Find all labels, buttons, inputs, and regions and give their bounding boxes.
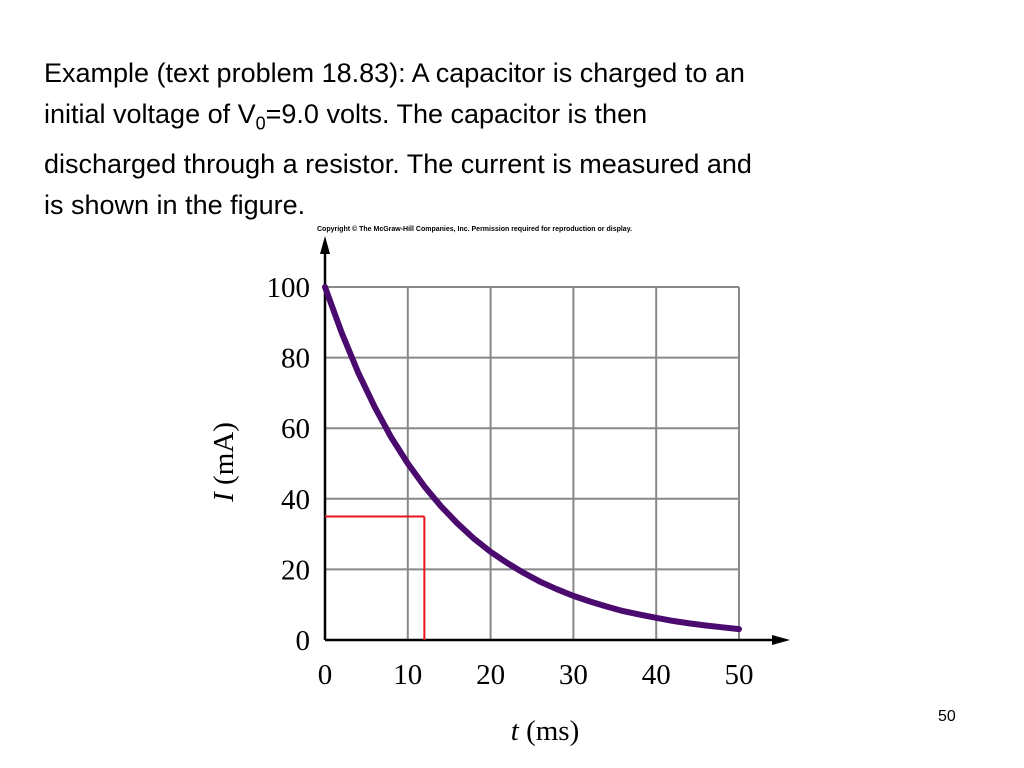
y-tick-label: 0 (296, 625, 311, 657)
y-axis-label-unit: (mA) (208, 422, 240, 492)
x-tick-label: 20 (476, 659, 505, 691)
problem-statement: Example (text problem 18.83): A capacito… (44, 53, 984, 226)
chart-tick-labels: 0 10 20 30 40 50 0 20 40 60 80 100 (267, 272, 754, 691)
x-axis-label-unit: (ms) (519, 715, 579, 747)
problem-line-4: is shown in the figure. (44, 190, 306, 221)
problem-line-1: Example (text problem 18.83): A capacito… (44, 58, 745, 88)
problem-line-2-start: initial voltage of V (44, 99, 256, 129)
y-axis-label-variable: I (208, 491, 240, 503)
problem-line-2-subscript: 0 (255, 113, 266, 134)
y-tick-label: 80 (281, 343, 310, 375)
chart-series (322, 284, 742, 633)
y-tick-label: 40 (281, 484, 310, 516)
problem-line-3: discharged through a resistor. The curre… (44, 149, 752, 180)
x-tick-label: 30 (559, 659, 588, 691)
y-tick-label: 100 (267, 272, 311, 304)
x-tick-label: 40 (642, 659, 671, 691)
x-tick-label: 0 (318, 659, 333, 691)
x-axis-label: t (ms) (511, 715, 579, 747)
y-axis-label: I (mA) (208, 422, 240, 503)
chart-grid (325, 286, 740, 640)
chart-axes (320, 236, 790, 645)
x-tick-label: 10 (393, 659, 422, 691)
x-axis-arrow-icon (772, 635, 790, 645)
problem-line-2-end: =9.0 volts. The capacitor is then (265, 99, 648, 129)
x-axis-label-variable: t (511, 715, 520, 747)
y-axis-arrow-icon (320, 236, 330, 254)
x-tick-label: 50 (725, 659, 754, 691)
slide-number: 50 (938, 708, 956, 725)
y-tick-label: 60 (281, 413, 310, 445)
y-tick-label: 20 (281, 554, 310, 586)
current-decay-curve (322, 284, 742, 633)
chart-reading-lines (325, 515, 426, 640)
copyright-notice: Copyright © The McGraw-Hill Companies, I… (317, 226, 633, 233)
